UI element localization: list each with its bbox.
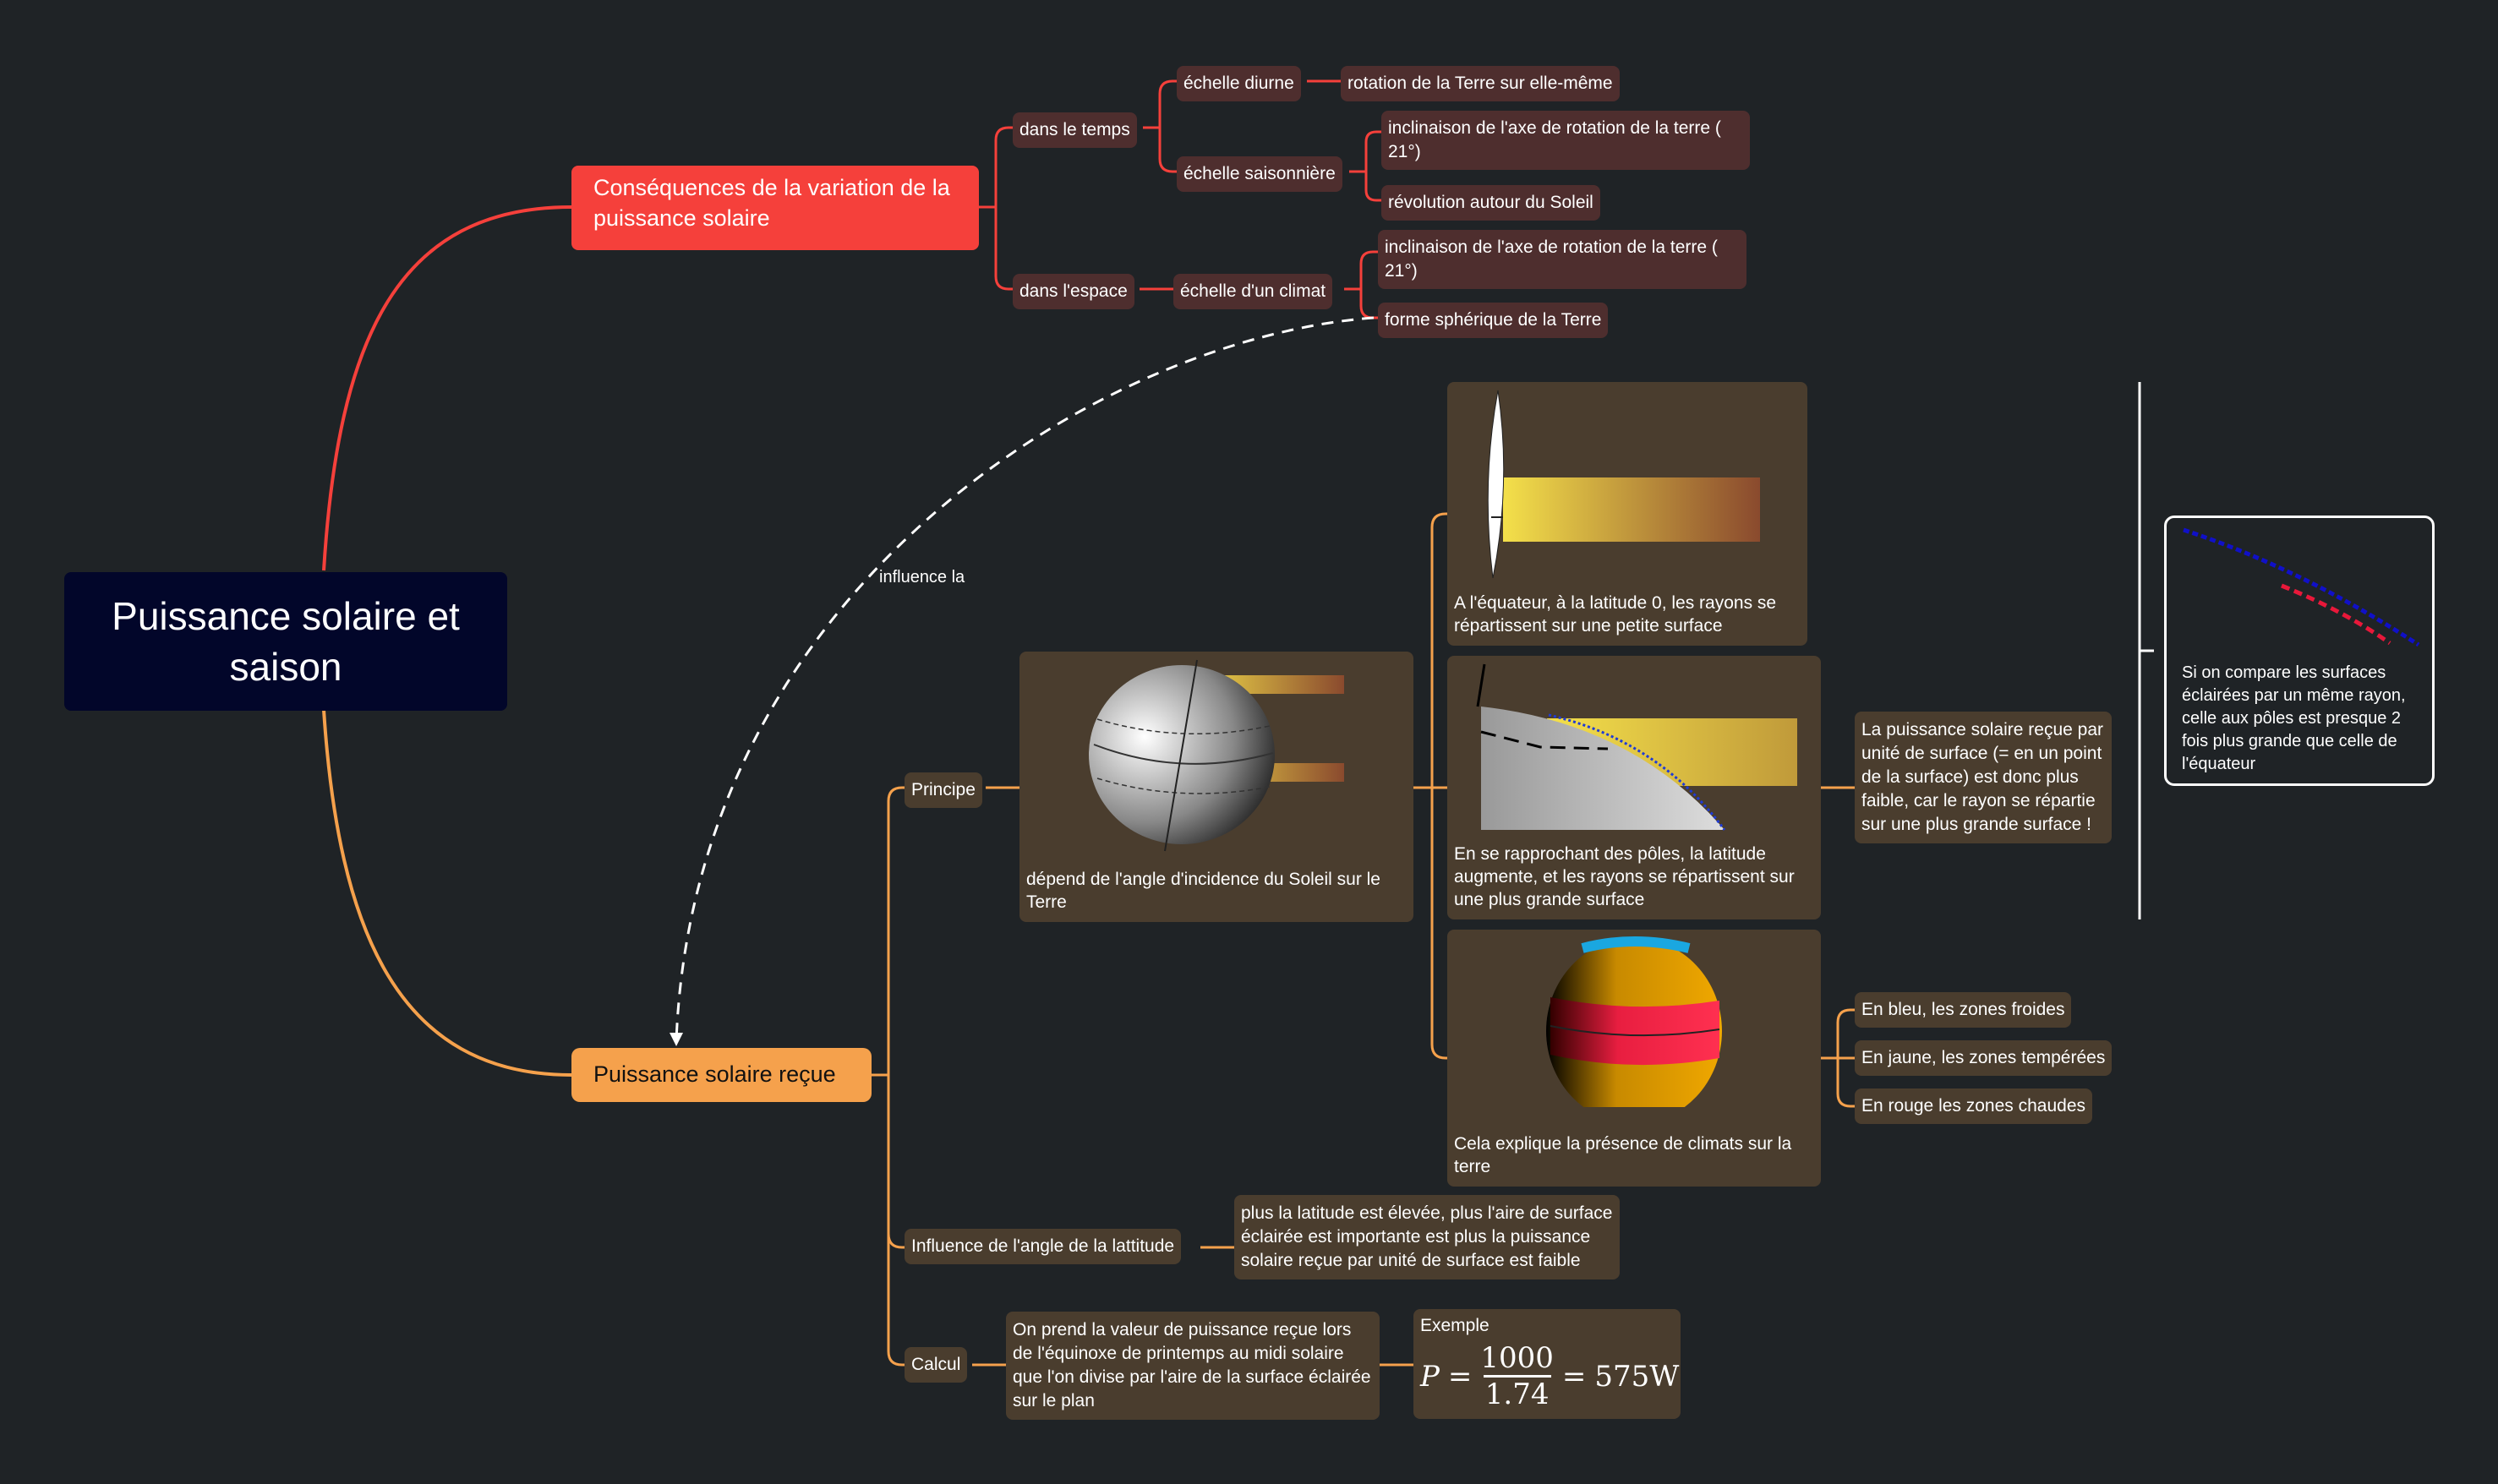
zone-froides[interactable]: En bleu, les zones froides (1855, 992, 2072, 1028)
poles-card[interactable]: En se rapprochant des pôles, la latitude… (1447, 656, 1821, 919)
climats-card[interactable]: Cela explique la présence de climats sur… (1447, 930, 1821, 1187)
poles-rays-image (1476, 663, 1797, 831)
equateur-card[interactable]: A l'équateur, à la latitude 0, les rayon… (1447, 382, 1807, 646)
formula-result: 575W (1594, 1359, 1680, 1394)
zone-froides-label: En bleu, les zones froides (1861, 1000, 2065, 1019)
poles-text: En se rapprochant des pôles, la latitude… (1454, 844, 1795, 909)
exemple-card[interactable]: Exemple P = 1000 1.74 = 575W (1413, 1309, 1681, 1419)
inclinaison-saison-label: inclinaison de l'axe de rotation de la t… (1388, 118, 1721, 161)
zone-chaudes[interactable]: En rouge les zones chaudes (1855, 1088, 2093, 1124)
zone-temperees-label: En jaune, les zones tempérées (1861, 1048, 2106, 1067)
topic-inclinaison-climat[interactable]: inclinaison de l'axe de rotation de la t… (1378, 230, 1746, 289)
comparison-curves-image (2183, 527, 2420, 647)
principe-card[interactable]: dépend de l'angle d'incidence du Soleil … (1019, 652, 1413, 922)
forme-spherique-label: forme sphérique de la Terre (1385, 310, 1602, 330)
topic-echelle-climat[interactable]: échelle d'un climat (1173, 274, 1333, 309)
topic-rotation-terre[interactable]: rotation de la Terre sur elle-même (1341, 66, 1620, 101)
topic-calcul[interactable]: Calcul (905, 1347, 968, 1383)
topic-echelle-diurne[interactable]: échelle diurne (1177, 66, 1301, 101)
calcul-text: On prend la valeur de puissance reçue lo… (1013, 1320, 1371, 1410)
principe-card-text: dépend de l'angle d'incidence du Soleil … (1026, 870, 1380, 912)
zone-chaudes-label: En rouge les zones chaudes (1861, 1096, 2086, 1116)
formula-eq2: = (1561, 1359, 1587, 1394)
topic-influence-latitude[interactable]: Influence de l'angle de la lattitude (905, 1229, 1182, 1264)
calcul-text-card[interactable]: On prend la valeur de puissance reçue lo… (1006, 1312, 1380, 1420)
comparison-card[interactable]: Si on compare les surfaces éclairées par… (2164, 516, 2435, 786)
topic-consequences[interactable]: Conséquences de la variation de la puiss… (571, 166, 979, 250)
topic-inclinaison-saison[interactable]: inclinaison de l'axe de rotation de la t… (1381, 111, 1750, 170)
formula: P = 1000 1.74 = 575W (1420, 1341, 1679, 1411)
central-topic[interactable]: Puissance solaire et saison (64, 572, 507, 711)
influence-text-card[interactable]: plus la latitude est élevée, plus l'aire… (1234, 1195, 1620, 1279)
conclusion-card[interactable]: La puissance solaire reçue par unité de … (1855, 712, 2112, 843)
climate-globe-image (1546, 936, 1722, 1107)
zone-temperees[interactable]: En jaune, les zones tempérées (1855, 1040, 2113, 1076)
formula-var: P (1420, 1359, 1440, 1394)
equateur-text: A l'équateur, à la latitude 0, les rayon… (1454, 593, 1777, 636)
topic-echelle-saisonniere[interactable]: échelle saisonnière (1177, 156, 1342, 192)
topic-dans-l-espace[interactable]: dans l'espace (1013, 274, 1134, 309)
conclusion-text: La puissance solaire reçue par unité de … (1861, 720, 2104, 834)
topic-revolution-soleil[interactable]: révolution autour du Soleil (1381, 185, 1600, 221)
formula-eq1: = (1447, 1359, 1473, 1394)
equateur-rays-image (1487, 390, 1760, 579)
formula-denominator: 1.74 (1484, 1378, 1550, 1411)
topic-principe[interactable]: Principe (905, 772, 982, 808)
climats-text: Cela explique la présence de climats sur… (1454, 1134, 1792, 1176)
puissance-title: Puissance solaire reçue (593, 1061, 836, 1087)
revolution-soleil-label: révolution autour du Soleil (1388, 193, 1593, 212)
echelle-diurne-label: échelle diurne (1183, 74, 1294, 93)
principe-label: Principe (911, 780, 976, 799)
topic-forme-spherique[interactable]: forme sphérique de la Terre (1378, 303, 1609, 338)
comparison-text: Si on compare les surfaces éclairées par… (2182, 663, 2406, 773)
globe-rays-image (1089, 659, 1344, 852)
inclinaison-climat-label: inclinaison de l'axe de rotation de la t… (1385, 237, 1718, 281)
dans-l-espace-label: dans l'espace (1019, 281, 1128, 301)
topic-dans-le-temps[interactable]: dans le temps (1013, 112, 1137, 148)
dans-le-temps-label: dans le temps (1019, 120, 1130, 139)
formula-numerator: 1000 (1480, 1341, 1554, 1375)
consequences-title: Conséquences de la variation de la puiss… (593, 175, 950, 231)
echelle-climat-label: échelle d'un climat (1180, 281, 1326, 301)
echelle-saisonniere-label: échelle saisonnière (1183, 164, 1336, 183)
relationship-label[interactable]: influence la (879, 568, 965, 587)
influence-text: plus la latitude est élevée, plus l'aire… (1241, 1203, 1613, 1270)
influence-label: Influence de l'angle de la lattitude (911, 1236, 1175, 1256)
formula-fraction: 1000 1.74 (1480, 1341, 1554, 1411)
rotation-terre-label: rotation de la Terre sur elle-même (1347, 74, 1613, 93)
calcul-label: Calcul (911, 1355, 961, 1374)
topic-puissance-recue[interactable]: Puissance solaire reçue (571, 1048, 872, 1102)
exemple-label: Exemple (1420, 1316, 1490, 1335)
central-title: Puissance solaire et saison (112, 594, 460, 689)
